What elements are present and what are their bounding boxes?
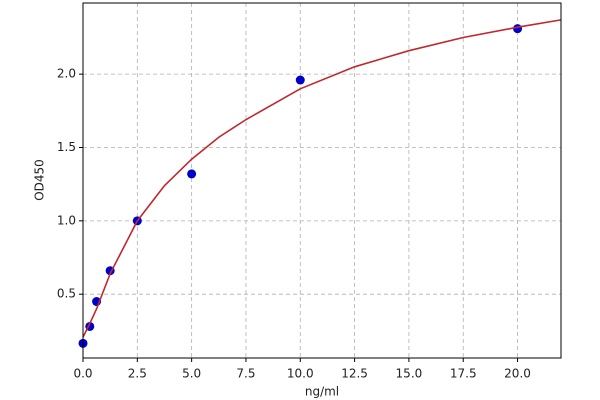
x-tick-label: 10.0 [287,367,314,381]
data-point [187,169,197,179]
data-point [295,75,305,85]
y-tick-label: 0.5 [57,287,76,301]
y-tick-label: 1.0 [57,213,76,227]
plot-frame [82,2,562,359]
x-tick-label: 2.5 [128,367,147,381]
y-tick-label: 2.0 [57,67,76,81]
x-tick-label: 20.0 [504,367,531,381]
fit-curve [82,19,562,338]
x-tick-label: 5.0 [182,367,201,381]
x-tick-label: 17.5 [450,367,477,381]
x-tick-label: 0.0 [73,367,92,381]
data-point [513,24,523,34]
y-axis-label: OD450 [33,159,47,201]
x-tick-label: 7.5 [236,367,255,381]
x-tick-label: 12.5 [341,367,368,381]
x-axis-label: ng/ml [305,385,339,399]
y-tick-label: 1.5 [57,140,76,154]
x-tick-label: 15.0 [396,367,423,381]
